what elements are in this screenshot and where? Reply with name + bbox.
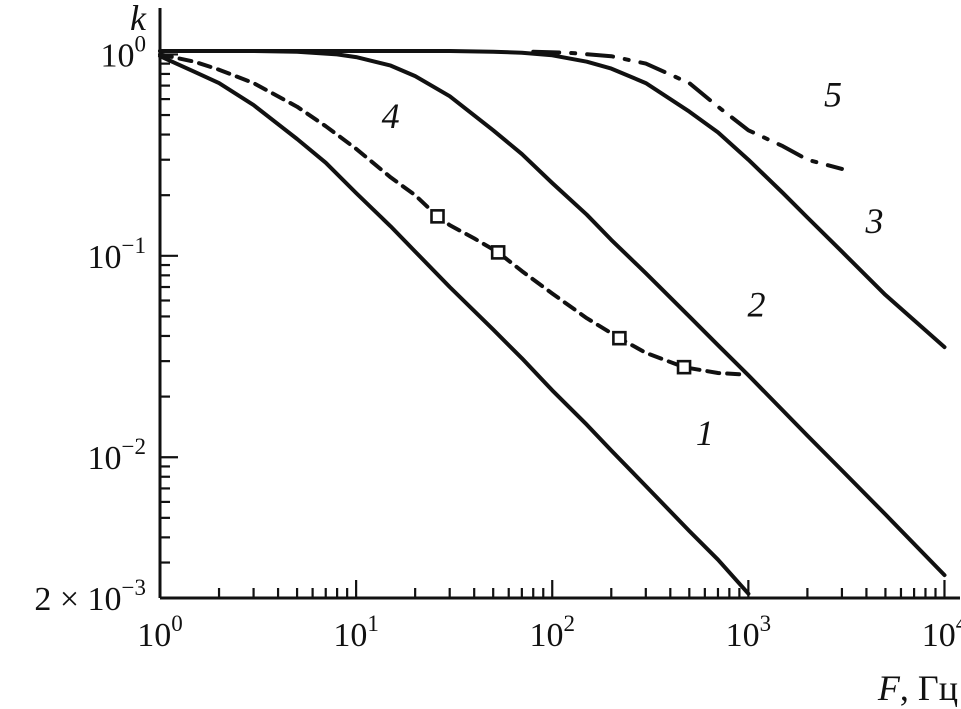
x-tick-label-base: 10 bbox=[922, 617, 956, 654]
x-tick-label: 102 bbox=[529, 611, 575, 654]
y-tick-label-exponent: −2 bbox=[122, 434, 146, 459]
y-tick-label-base: 10 bbox=[101, 37, 135, 74]
curve-label-4: 4 bbox=[382, 96, 400, 136]
series-2-line bbox=[158, 49, 947, 578]
x-tick-label-exponent: 2 bbox=[563, 611, 575, 636]
x-tick-label-base: 10 bbox=[529, 617, 563, 654]
x-tick-label-base: 10 bbox=[137, 617, 171, 654]
y-tick-label-exponent: 0 bbox=[135, 31, 147, 56]
x-axis-title: F, Гц bbox=[877, 668, 958, 708]
x-tick-label-base: 10 bbox=[726, 617, 760, 654]
y-tick-label: 10−1 bbox=[88, 233, 146, 276]
curve-label-1: 1 bbox=[696, 413, 714, 453]
x-axis-title-unit: , Гц bbox=[900, 668, 958, 708]
y-tick-label-exponent: −1 bbox=[122, 233, 146, 258]
axes bbox=[158, 8, 960, 600]
x-tick-label: 101 bbox=[333, 611, 379, 654]
series-4-marker bbox=[612, 330, 627, 346]
curve-label-5: 5 bbox=[824, 75, 842, 115]
series-4-marker bbox=[490, 245, 506, 260]
x-tick-label-exponent: 4 bbox=[956, 611, 961, 636]
series-3-line bbox=[158, 49, 947, 350]
x-tick-label: 103 bbox=[726, 611, 772, 654]
series-5-line bbox=[531, 49, 844, 171]
series-1-line bbox=[158, 54, 751, 596]
x-axis-title-variable: F bbox=[877, 668, 901, 708]
y-tick-label-base: 10 bbox=[88, 239, 122, 276]
x-tick-label: 100 bbox=[137, 611, 183, 654]
x-tick-label-exponent: 1 bbox=[367, 611, 379, 636]
x-tick-label-base: 10 bbox=[333, 617, 367, 654]
ticks bbox=[158, 53, 946, 600]
series-4-marker bbox=[676, 359, 692, 375]
curve-label-2: 2 bbox=[747, 284, 765, 324]
markers bbox=[430, 209, 692, 375]
y-axis-title: k bbox=[130, 0, 147, 38]
y-tick-label: 10−2 bbox=[88, 434, 146, 477]
y-tick-label-base: 10 bbox=[88, 440, 122, 477]
y-tick-label-prefix: 2 × bbox=[34, 581, 87, 618]
y-tick-label-base: 10 bbox=[88, 581, 122, 618]
curves bbox=[158, 49, 947, 596]
series-4-line bbox=[158, 52, 742, 377]
x-tick-label-exponent: 3 bbox=[760, 611, 772, 636]
x-tick-label: 104 bbox=[922, 611, 961, 654]
y-tick-label-exponent: −3 bbox=[122, 575, 146, 600]
y-tick-label: 2 × 10−3 bbox=[34, 575, 146, 618]
tick-labels: 10010110210310410010−110−22 × 10−3 bbox=[34, 31, 961, 654]
curve-labels: 1 2 3 4 5 bbox=[382, 75, 884, 453]
curve-label-3: 3 bbox=[865, 201, 884, 241]
series-4-marker bbox=[430, 209, 445, 224]
x-tick-label-exponent: 0 bbox=[171, 611, 183, 636]
y-tick-label: 100 bbox=[101, 31, 147, 74]
